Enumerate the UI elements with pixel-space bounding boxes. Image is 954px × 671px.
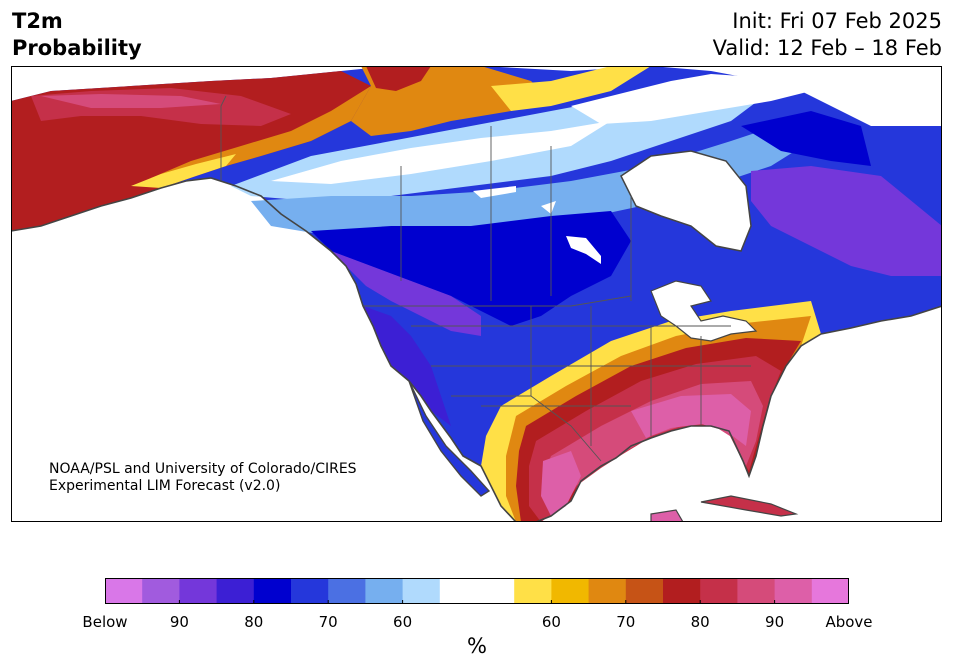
warm-mexico-pink xyxy=(541,451,581,516)
colorbar-bin xyxy=(179,578,218,604)
title-line-2: Probability xyxy=(12,36,142,60)
cool-mid-band xyxy=(251,121,811,236)
credit-line-2: Experimental LIM Forecast (v2.0) xyxy=(49,478,281,494)
colorbar-tick-label: Below xyxy=(82,613,128,631)
colorbar-bin xyxy=(588,578,627,604)
lake-small-1 xyxy=(473,186,516,198)
colorbar-tick-label: 90 xyxy=(169,613,189,631)
colorbar-bin xyxy=(774,578,813,604)
colorbar-tick-label: Above xyxy=(825,613,873,631)
colorbar-tick-label: 80 xyxy=(244,613,264,631)
map-title: T2m Probability xyxy=(12,8,142,62)
colorbar-bin xyxy=(253,578,292,604)
warm-south-magenta xyxy=(631,394,751,446)
cold-west-purple xyxy=(331,251,481,336)
near-normal-band xyxy=(271,121,611,184)
lake-small-2 xyxy=(541,201,556,214)
coastline xyxy=(11,177,942,522)
colorbar-bin xyxy=(365,578,404,604)
colorbar-unit: % xyxy=(467,634,487,658)
colorbar-bin xyxy=(402,578,441,604)
title-line-1: T2m xyxy=(12,9,63,33)
cold-west-violet xyxy=(363,306,451,426)
yucatan-tip xyxy=(650,509,684,522)
colorbar-tick-label: 90 xyxy=(765,613,785,631)
valid-date: Valid: 12 Feb – 18 Feb xyxy=(712,36,942,60)
colorbar-bin xyxy=(291,578,329,604)
colorbar-bin xyxy=(700,578,738,604)
warm-arctic-yellow xyxy=(491,66,651,111)
lake-winnipeg xyxy=(566,236,601,264)
colorbar-tick-label: 70 xyxy=(616,613,636,631)
cold-east-purple xyxy=(751,166,942,276)
colorbar-tick-label: 80 xyxy=(690,613,710,631)
forecast-dates: Init: Fri 07 Feb 2025 Valid: 12 Feb – 18… xyxy=(713,8,942,62)
baja-california xyxy=(408,380,491,497)
colorbar-bin xyxy=(625,578,664,604)
colorbar-bin xyxy=(811,578,849,604)
colorbar-bin xyxy=(514,578,552,604)
hudson-bay xyxy=(620,150,752,252)
colorbar xyxy=(105,578,849,604)
colorbar-tick-label: 70 xyxy=(318,613,338,631)
colorbar-frame xyxy=(105,578,849,604)
probability-map xyxy=(11,66,942,522)
political-borders xyxy=(220,95,751,462)
cuba xyxy=(700,495,799,517)
colorbar-bin xyxy=(105,578,143,604)
colorbar-bin xyxy=(663,578,701,604)
credit-line-1: NOAA/PSL and University of Colorado/CIRE… xyxy=(49,461,357,477)
greenland-gap xyxy=(831,66,942,121)
colorbar-bin xyxy=(216,578,255,604)
colorbar-bin xyxy=(142,578,180,604)
init-date: Init: Fri 07 Feb 2025 xyxy=(732,9,942,33)
warm-arctic-red xyxy=(366,66,431,91)
colorbar-bin xyxy=(737,578,776,604)
cold-core-east xyxy=(741,111,871,166)
warm-alaska-core xyxy=(41,94,221,108)
colorbar-bin xyxy=(328,578,366,604)
warm-yukon-yellow xyxy=(131,154,236,188)
colorbar-bin xyxy=(477,578,515,604)
colorbar-tick-label: 60 xyxy=(541,613,561,631)
arctic-sea xyxy=(571,74,811,124)
colorbar-tick-label: 60 xyxy=(393,613,413,631)
map-frame xyxy=(11,66,942,522)
colorbar-bin xyxy=(551,578,590,604)
colorbar-bin xyxy=(439,578,478,604)
credit-text: NOAA/PSL and University of Colorado/CIRE… xyxy=(49,461,357,495)
